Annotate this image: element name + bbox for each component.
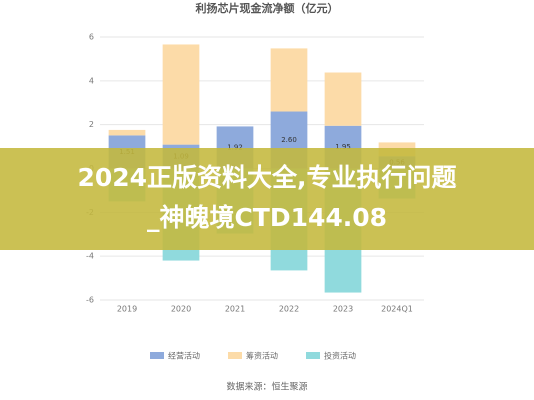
legend-swatch	[150, 352, 164, 359]
legend-swatch	[228, 352, 242, 359]
banner: 2024正版资料大全,专业执行问题 _神魄境CTD144.08	[0, 148, 534, 250]
bar-segment	[270, 48, 308, 112]
y-tick-label: -6	[86, 296, 94, 305]
y-tick-label: 6	[89, 33, 94, 42]
banner-line: 2024正版资料大全,专业执行问题	[77, 163, 457, 192]
value-label: 2.60	[281, 136, 297, 144]
x-tick-label: 2019	[117, 305, 137, 314]
legend-label: 筹资活动	[246, 351, 278, 361]
legend-label: 投资活动	[324, 351, 356, 361]
y-tick-label: -4	[86, 252, 94, 261]
x-tick-label: 2024Q1	[381, 305, 413, 314]
bar-segment	[162, 44, 200, 145]
y-tick-label: 2	[89, 120, 94, 129]
x-tick-label: 2020	[171, 305, 191, 314]
x-tick-label: 2022	[279, 305, 299, 314]
legend-swatch	[306, 352, 320, 359]
banner-line: _神魄境CTD144.08	[146, 203, 388, 232]
legend-label: 经营活动	[168, 351, 200, 361]
source: 数据来源：恒生聚源	[226, 381, 307, 393]
bar-segment	[108, 129, 146, 136]
value-label: 1.92	[227, 143, 243, 151]
y-tick-label: 4	[89, 76, 94, 85]
x-tick-label: 2021	[225, 305, 245, 314]
value-label: 1.95	[335, 143, 351, 151]
chart-title: 利扬芯片现金流净额（亿元）	[196, 1, 339, 15]
bar-segment	[324, 72, 362, 126]
x-tick-label: 2023	[333, 305, 353, 314]
